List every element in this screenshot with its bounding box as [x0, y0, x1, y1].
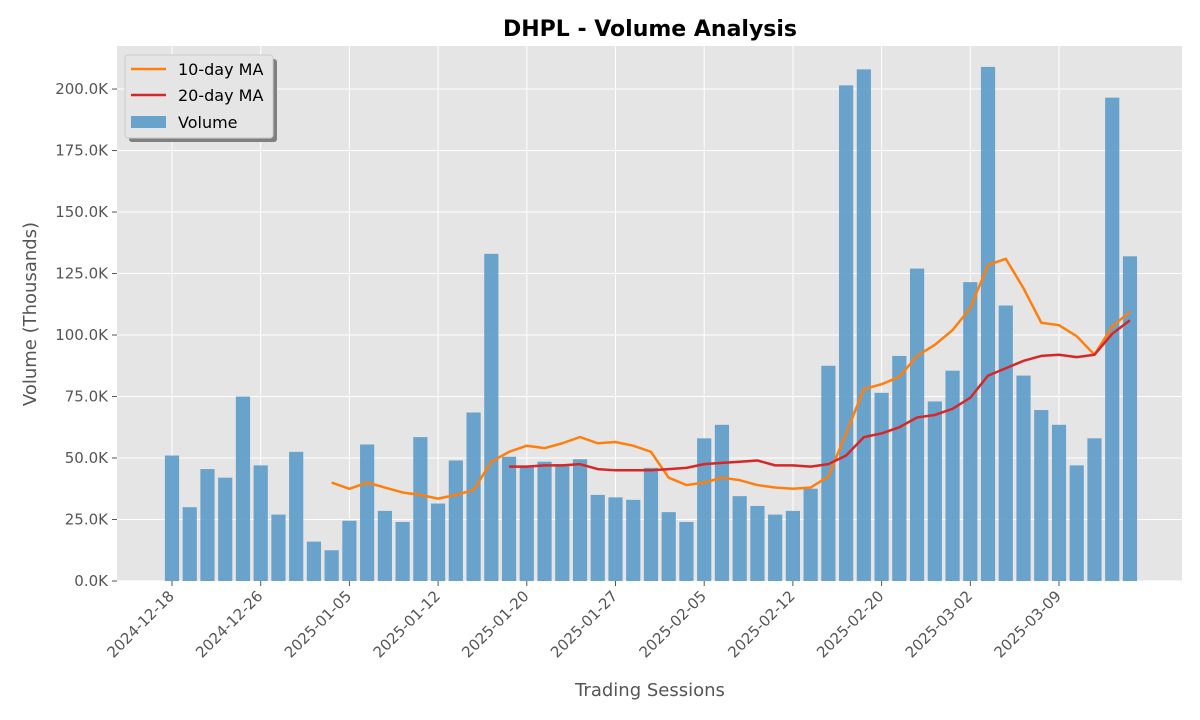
volume-bar	[519, 465, 534, 581]
volume-bar	[253, 465, 268, 581]
ma-lines	[331, 257, 1131, 500]
volume-bar	[626, 499, 641, 581]
x-tick-label: 2025-01-12	[370, 587, 444, 661]
volume-bar	[164, 455, 180, 581]
legend-label: 20-day MA	[178, 86, 263, 105]
volume-bar	[945, 370, 960, 581]
volume-bar	[235, 396, 251, 581]
volume-bar	[998, 305, 1013, 581]
volume-bar	[218, 477, 233, 581]
volume-bar	[306, 541, 322, 581]
volume-bar	[679, 521, 694, 581]
chart-title: DHPL - Volume Analysis	[503, 17, 797, 42]
x-axis-label: Trading Sessions	[574, 680, 725, 701]
volume-bar	[980, 66, 996, 582]
volume-bar	[1034, 410, 1049, 581]
volume-bar	[839, 85, 854, 581]
volume-bar	[395, 521, 410, 581]
y-tick-label: 175.0K	[55, 142, 109, 160]
volume-bar	[572, 459, 588, 581]
volume-bar	[413, 437, 428, 581]
volume-bar	[803, 488, 818, 581]
x-tick-label: 2025-03-02	[902, 587, 976, 661]
legend-swatch	[131, 116, 166, 128]
y-tick-label: 125.0K	[55, 265, 109, 283]
volume-bar	[466, 412, 481, 581]
volume-bar	[927, 401, 942, 581]
y-tick-label: 50.0K	[65, 449, 109, 467]
x-tick-label: 2025-02-05	[636, 587, 710, 661]
volume-bar	[1051, 424, 1067, 581]
legend-label: 10-day MA	[178, 60, 263, 79]
volume-bar	[963, 282, 978, 581]
volume-bar	[182, 507, 197, 581]
volume-bar	[501, 456, 517, 581]
y-tick-label: 150.0K	[55, 203, 109, 221]
volume-bar	[1016, 375, 1031, 581]
volume-bar	[1122, 256, 1138, 581]
volume-bar	[661, 512, 676, 581]
ma10-line	[331, 257, 1131, 500]
volume-bar	[1087, 438, 1102, 581]
volume-bar	[785, 510, 800, 581]
volume-bar	[289, 451, 304, 581]
volume-bar	[732, 496, 747, 581]
legend-label: Volume	[178, 113, 238, 132]
volume-bar	[643, 467, 659, 581]
volume-bar	[750, 505, 765, 581]
volume-bar	[360, 444, 375, 581]
volume-bar	[1069, 465, 1084, 581]
y-tick-label: 200.0K	[55, 80, 109, 98]
y-tick-label: 0.0K	[74, 572, 109, 590]
volume-bar	[555, 464, 570, 581]
volume-bar	[342, 520, 357, 581]
x-tick-label: 2025-01-27	[547, 587, 621, 661]
x-tick-label: 2024-12-18	[103, 587, 177, 661]
volume-bar	[484, 253, 499, 581]
x-tick-label: 2025-01-05	[281, 587, 355, 661]
volume-bar	[768, 514, 783, 581]
y-tick-label: 25.0K	[65, 511, 109, 529]
volume-bar	[537, 461, 552, 581]
y-axis-label: Volume (Thousands)	[20, 222, 41, 406]
volume-bar	[909, 268, 925, 581]
volume-bar	[200, 469, 215, 581]
x-tick-label: 2025-02-20	[813, 587, 887, 661]
volume-bar	[590, 494, 605, 581]
legend: 10-day MA 20-day MA Volume	[124, 54, 277, 142]
y-tick-label: 75.0K	[65, 388, 109, 406]
volume-bar	[271, 514, 286, 581]
volume-bar	[874, 392, 889, 581]
volume-bar	[697, 438, 712, 581]
volume-bar	[856, 69, 871, 582]
volume-bar	[377, 510, 392, 581]
volume-bar	[714, 424, 730, 581]
x-axis: 2024-12-18 2024-12-26 2025-01-05 2025-01-12…	[103, 581, 1065, 661]
volume-bar	[431, 503, 446, 581]
x-tick-label: 2024-12-26	[192, 587, 266, 661]
y-axis: 0.0K 25.0K 50.0K 75.0K 100.0K 125.0K 150.0K 175…	[55, 80, 117, 590]
x-tick-label: 2025-03-09	[990, 587, 1064, 661]
volume-bar	[608, 497, 623, 581]
ma20-line	[509, 319, 1131, 472]
volume-bar	[448, 460, 463, 581]
volume-bar	[892, 355, 907, 581]
volume-bar	[324, 550, 339, 581]
x-tick-label: 2025-01-20	[458, 587, 532, 661]
volume-bar	[1105, 97, 1120, 581]
y-tick-label: 100.0K	[55, 326, 109, 344]
x-tick-label: 2025-02-12	[724, 587, 798, 661]
